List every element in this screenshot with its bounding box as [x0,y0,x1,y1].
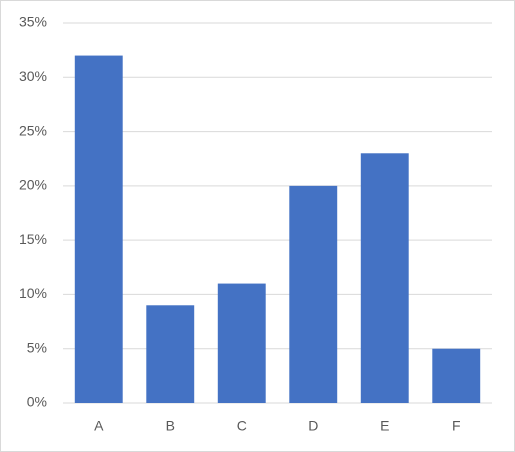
y-tick-label: 0% [27,394,47,410]
bar [289,185,338,403]
x-tick-label: D [308,418,318,434]
y-tick-label: 35% [19,14,47,30]
x-tick-label: B [166,418,175,434]
bar [432,348,481,403]
y-tick-label: 30% [19,68,47,84]
y-tick-label: 15% [19,231,47,247]
x-tick-label: C [237,418,247,434]
bar [146,305,195,403]
y-tick-label: 10% [19,285,47,301]
x-tick-label: A [94,418,104,434]
x-tick-label: E [380,418,389,434]
bar [217,283,266,403]
bar [360,153,409,403]
y-tick-label: 20% [19,177,47,193]
x-tick-label: F [452,418,461,434]
bar [74,55,123,403]
y-tick-label: 25% [19,122,47,138]
y-tick-label: 5% [27,339,47,355]
